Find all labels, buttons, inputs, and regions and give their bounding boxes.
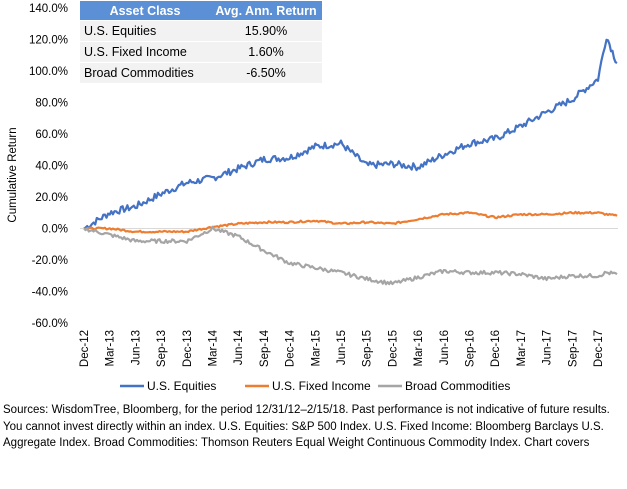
series-line-u-s-fixed-income	[83, 210, 618, 234]
cell-return: 15.90%	[210, 20, 322, 42]
y-tick-label: 100.0%	[29, 66, 68, 78]
x-tick-label: Jun-15	[336, 330, 348, 365]
x-tick-label: Jun-13	[130, 330, 142, 365]
legend: U.S. Equities U.S. Fixed Income Broad Comm…	[120, 379, 510, 393]
x-tick-label: Dec-17	[593, 330, 605, 367]
y-tick-label: 60.0%	[35, 129, 68, 141]
x-tick-label: Mar-13	[105, 330, 117, 366]
x-tick-label: Dec-16	[490, 330, 502, 367]
x-tick-label: Sep-14	[259, 329, 271, 367]
cell-asset: U.S. Equities	[80, 20, 210, 42]
x-tick-label: Dec-13	[182, 330, 194, 367]
y-axis-title: Cumulative Return	[7, 127, 19, 222]
cell-return: 1.60%	[210, 41, 322, 63]
x-tick-label: Jun-16	[439, 330, 451, 365]
y-tick-label: -40.0%	[32, 287, 68, 299]
y-tick-label: 120.0%	[29, 35, 68, 47]
x-tick-label: Mar-14	[208, 329, 220, 366]
y-tick-label: 80.0%	[35, 98, 68, 110]
header-avg-return: Avg. Ann. Return	[210, 1, 322, 21]
y-tick-label: 40.0%	[35, 161, 68, 173]
y-tick-label: 0.0%	[42, 224, 68, 236]
x-tick-label: Mar-16	[413, 330, 425, 366]
table-row: U.S. Equities 15.90%	[80, 20, 322, 42]
x-tick-label: Mar-17	[516, 330, 528, 366]
x-tick-label: Sep-17	[567, 330, 579, 367]
table-row: U.S. Fixed Income 1.60%	[80, 41, 322, 63]
source-footnote: Sources: WisdomTree, Bloomberg, for the …	[3, 404, 610, 449]
x-tick-label: Jun-17	[542, 330, 554, 365]
y-tick-label: 140.0%	[29, 3, 68, 15]
x-tick-label: Sep-15	[362, 330, 374, 367]
legend-label: U.S. Equities	[147, 379, 216, 393]
y-tick-label: -20.0%	[32, 255, 68, 267]
legend-label: U.S. Fixed Income	[272, 379, 371, 393]
x-tick-label: Jun-14	[233, 329, 245, 365]
x-tick-label: Sep-16	[465, 330, 477, 367]
y-tick-label: -60.0%	[32, 318, 68, 330]
x-tick-label: Sep-13	[156, 330, 168, 367]
table-header-row: Asset Class Avg. Ann. Return	[80, 1, 322, 21]
x-tick-label: Mar-15	[310, 330, 322, 366]
y-tick-label: 20.0%	[35, 192, 68, 204]
cell-return: -6.50%	[210, 62, 322, 83]
line-chart: -60.0% -40.0% -20.0% 0.0% 20.0% 40.0% 60.0% 80.…	[7, 3, 618, 393]
cell-asset: U.S. Fixed Income	[80, 41, 210, 63]
legend-label: Broad Commodities	[405, 379, 510, 393]
series-line-u-s-equities	[83, 38, 618, 230]
y-axis-tick-labels: -60.0% -40.0% -20.0% 0.0% 20.0% 40.0% 60.0% 80.…	[29, 3, 68, 330]
x-tick-label: Dec-14	[285, 329, 297, 367]
x-tick-label: Dec-12	[79, 330, 91, 367]
header-asset-class: Asset Class	[80, 1, 210, 21]
returns-table: Asset Class Avg. Ann. Return U.S. Equiti…	[80, 1, 322, 83]
x-tick-label: Dec-15	[387, 330, 399, 367]
series-line-broad-commodities	[83, 225, 618, 286]
cell-asset: Broad Commodities	[80, 62, 210, 83]
table-row: Broad Commodities -6.50%	[80, 62, 322, 83]
series-lines	[83, 38, 618, 286]
x-axis-tick-labels: Dec-12 Mar-13 Jun-13 Sep-13 Dec-13 Mar-14 Jun-…	[79, 329, 605, 367]
